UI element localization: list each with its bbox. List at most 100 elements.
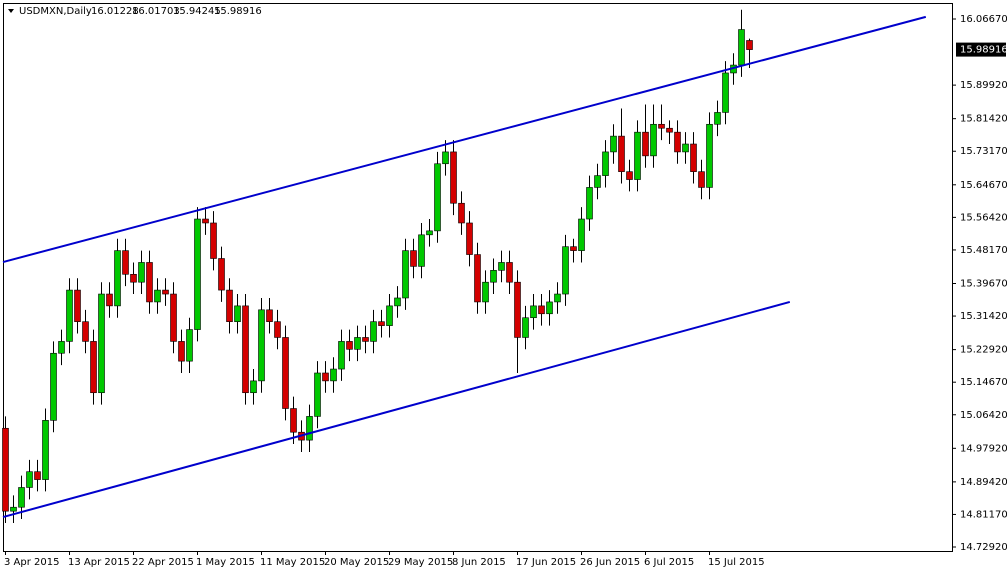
price-tag-label: 15.98916 — [960, 45, 1007, 56]
y-tick-label: 15.89920 — [960, 80, 1007, 91]
price-tag — [956, 42, 1006, 57]
x-tick-label: 29 May 2015 — [388, 557, 453, 568]
candle-body — [490, 270, 497, 283]
candle-body — [554, 293, 561, 303]
candle-body — [538, 305, 545, 315]
candle-body — [42, 420, 49, 480]
candle-body — [450, 151, 457, 204]
candle-body — [386, 305, 393, 326]
candle-body — [530, 305, 537, 319]
candle-body — [690, 143, 697, 172]
candle-body — [426, 230, 433, 236]
candle-body — [674, 131, 681, 153]
candle-body — [266, 309, 273, 322]
candle-body — [18, 487, 25, 508]
candle-body — [506, 262, 513, 283]
trend-line — [2, 300, 791, 519]
candle-body — [282, 337, 289, 409]
candle-body — [194, 218, 201, 330]
x-tick-label: 13 Apr 2015 — [68, 557, 130, 568]
candle-body — [514, 281, 521, 338]
ohlc-close: 15.98916 — [214, 6, 262, 17]
x-tick-label: 22 Apr 2015 — [132, 557, 194, 568]
candle-body — [698, 171, 705, 188]
y-tick-label: 14.72920 — [960, 542, 1007, 553]
candle-body — [722, 72, 729, 113]
candle-body — [202, 218, 209, 224]
candle-body — [226, 289, 233, 322]
candle-body — [210, 222, 217, 259]
y-tick-label: 15.73170 — [960, 146, 1007, 157]
candle-body — [250, 380, 257, 394]
candle-body — [322, 372, 329, 382]
ohlc-low: 15.94245 — [173, 6, 221, 17]
x-tick-label: 15 Jul 2015 — [708, 557, 765, 568]
candle-body — [346, 341, 353, 350]
candle-body — [746, 40, 753, 50]
candle-body — [290, 408, 297, 433]
candle-body — [354, 337, 361, 350]
candle-body — [594, 175, 601, 188]
candle-body — [642, 131, 649, 157]
x-tick-label: 26 Jun 2015 — [580, 557, 640, 568]
candle-body — [146, 262, 153, 303]
candle-body — [546, 301, 553, 315]
candle-body — [714, 112, 721, 125]
candle-body — [434, 163, 441, 232]
candle-body — [170, 293, 177, 342]
candle-body — [498, 262, 505, 271]
candle-body — [330, 368, 337, 382]
candle-body — [122, 250, 129, 275]
y-tick-label: 15.56420 — [960, 212, 1007, 223]
candle-body — [274, 321, 281, 338]
candle-body — [586, 187, 593, 220]
candle-body — [466, 222, 473, 255]
candle-body — [402, 250, 409, 299]
y-tick-label: 15.31420 — [960, 311, 1007, 322]
candle-body — [82, 321, 89, 342]
candle-body — [610, 135, 617, 153]
candle-body — [66, 289, 73, 342]
candle-body — [74, 289, 81, 322]
x-tick-label: 8 Jun 2015 — [452, 557, 506, 568]
candle-body — [138, 262, 145, 283]
symbol-label: USDMXN,Daily — [19, 6, 92, 17]
candle-body — [258, 309, 265, 382]
y-tick-label: 15.22920 — [960, 345, 1007, 356]
candle-body — [650, 123, 657, 157]
menu-arrow[interactable] — [8, 9, 14, 13]
candle-body — [442, 151, 449, 165]
x-tick-label: 17 Jun 2015 — [516, 557, 576, 568]
candle-body — [682, 143, 689, 153]
candle-body — [618, 135, 625, 172]
candle-body — [370, 321, 377, 342]
candle-body — [626, 171, 633, 180]
candle-body — [106, 293, 113, 307]
candle-body — [394, 297, 401, 307]
candle-body — [362, 337, 369, 342]
candle-body — [738, 29, 745, 66]
candle-body — [658, 123, 665, 129]
x-tick-label: 6 Jul 2015 — [644, 557, 694, 568]
candle-body — [218, 258, 225, 291]
y-tick-label: 14.89420 — [960, 477, 1007, 488]
candle-body — [602, 151, 609, 176]
candle-body — [130, 273, 137, 283]
candle-body — [178, 341, 185, 362]
y-tick-label: 16.06670 — [960, 14, 1007, 25]
candle-body — [418, 234, 425, 267]
y-tick-label: 15.39670 — [960, 278, 1007, 289]
candle-body — [578, 218, 585, 251]
candle-body — [666, 127, 673, 133]
candle-body — [162, 289, 169, 295]
candle-body — [338, 341, 345, 370]
candle-body — [114, 250, 121, 307]
y-tick-label: 14.81170 — [960, 509, 1007, 520]
y-tick-label: 14.97920 — [960, 443, 1007, 454]
trend-line — [2, 15, 927, 264]
candle-body — [10, 506, 17, 512]
candle-body — [706, 123, 713, 188]
y-tick-label: 15.64670 — [960, 180, 1007, 191]
candle-body — [34, 471, 41, 480]
